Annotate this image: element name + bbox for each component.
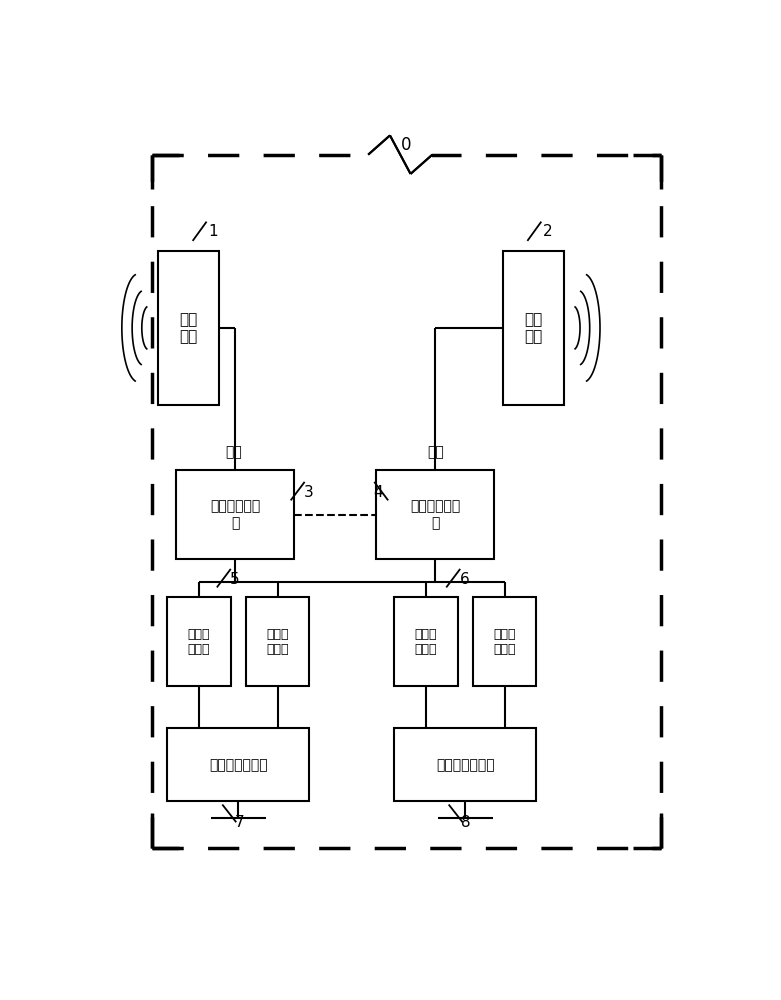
Text: 第二射频收发器: 第二射频收发器 bbox=[436, 758, 494, 772]
Text: 8: 8 bbox=[461, 815, 470, 830]
Bar bbox=[473, 597, 537, 686]
Text: 第二收
发信道: 第二收 发信道 bbox=[415, 628, 437, 656]
Text: 2: 2 bbox=[543, 224, 552, 239]
Text: 定向
天线: 定向 天线 bbox=[524, 312, 543, 344]
Text: 馈线: 馈线 bbox=[427, 446, 444, 460]
Bar bbox=[167, 597, 231, 686]
Text: 5: 5 bbox=[230, 572, 240, 587]
Bar bbox=[177, 470, 294, 559]
Bar bbox=[158, 251, 219, 405]
Bar bbox=[246, 597, 309, 686]
Text: 6: 6 bbox=[459, 572, 469, 587]
Text: 4: 4 bbox=[373, 485, 383, 500]
Bar bbox=[167, 728, 309, 801]
Text: 0: 0 bbox=[401, 136, 412, 154]
Text: 第二收
发信道: 第二收 发信道 bbox=[494, 628, 516, 656]
Text: 第一收
发信道: 第一收 发信道 bbox=[187, 628, 210, 656]
Text: 馈线: 馈线 bbox=[226, 446, 242, 460]
Bar bbox=[503, 251, 564, 405]
Text: 第二信道分配
器: 第二信道分配 器 bbox=[410, 500, 460, 530]
Bar bbox=[394, 728, 537, 801]
Bar bbox=[368, 132, 433, 178]
Text: 第一收
发信道: 第一收 发信道 bbox=[266, 628, 289, 656]
Bar bbox=[376, 470, 494, 559]
Text: 3: 3 bbox=[304, 485, 314, 500]
Text: 第一信道分配
器: 第一信道分配 器 bbox=[210, 500, 260, 530]
Text: 定向
天线: 定向 天线 bbox=[180, 312, 198, 344]
Text: 1: 1 bbox=[208, 224, 217, 239]
Text: 7: 7 bbox=[234, 815, 244, 830]
Bar bbox=[394, 597, 458, 686]
Text: 第一射频收发器: 第一射频收发器 bbox=[209, 758, 268, 772]
